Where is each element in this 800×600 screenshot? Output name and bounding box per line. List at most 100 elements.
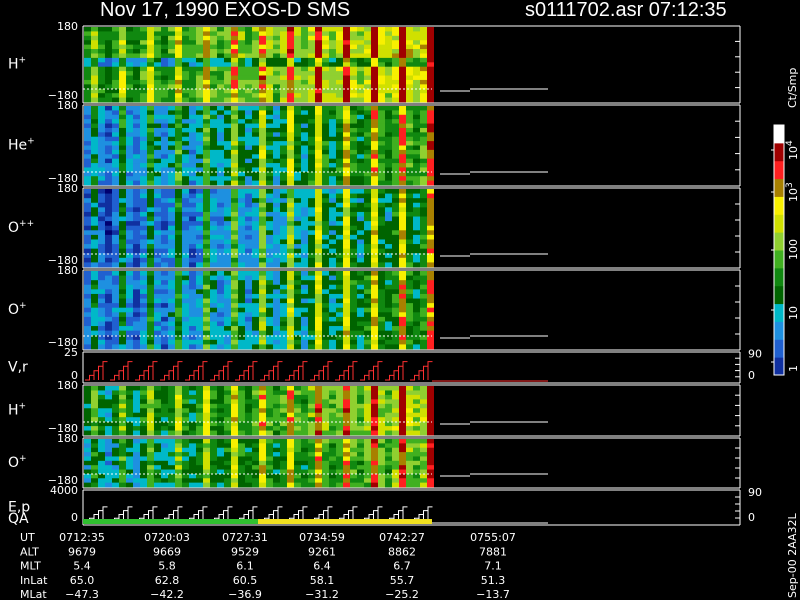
spectrogram-cell: [182, 456, 189, 462]
spectrogram-cell: [420, 326, 427, 332]
spectrogram-cell: [301, 97, 308, 103]
spectrogram-cell: [224, 35, 231, 41]
spectrogram-cell: [210, 248, 217, 254]
spectrogram-cell: [182, 316, 189, 322]
spectrogram-cell: [329, 473, 336, 479]
spectrogram-cell: [112, 221, 119, 227]
spectrogram-cell: [308, 114, 315, 120]
spectrogram-cell: [371, 390, 378, 396]
y-tick-label: 180: [57, 99, 78, 112]
spectrogram-cell: [385, 280, 392, 286]
footer-value: 55.7: [390, 574, 415, 587]
spectrogram-cell: [182, 312, 189, 318]
spectrogram-cell: [210, 110, 217, 116]
spectrogram-cell: [301, 106, 308, 111]
spectrogram-cell: [420, 71, 427, 76]
spectrogram-cell: [280, 339, 287, 345]
spectrogram-cell: [420, 275, 427, 281]
spectrogram-cell: [189, 84, 196, 90]
spectrogram-cell: [245, 248, 252, 254]
spectrogram-cell: [364, 163, 371, 168]
spectrogram-cell: [119, 53, 126, 59]
spectrogram-cell: [350, 386, 357, 391]
spectrogram-cell: [217, 110, 224, 116]
spectrogram-cell: [371, 417, 378, 423]
spectrogram-cell: [420, 284, 427, 290]
spectrogram-cell: [238, 303, 245, 309]
spectrogram-cell: [301, 49, 308, 54]
spectrogram-cell: [252, 149, 259, 155]
spectrogram-cell: [105, 136, 112, 142]
spectrogram-cell: [168, 417, 175, 423]
spectrogram-cell: [420, 127, 427, 133]
spectrogram-cell: [287, 225, 294, 231]
spectrogram-cell: [196, 221, 203, 227]
spectrogram-cell: [126, 335, 133, 341]
spectrogram-cell: [105, 307, 112, 313]
spectrogram-cell: [308, 284, 315, 290]
spectrogram-cell: [280, 280, 287, 286]
spectrogram-cell: [392, 307, 399, 313]
spectrogram-cell: [231, 298, 238, 304]
spectrogram-cell: [189, 280, 196, 286]
spectrogram-cell: [189, 158, 196, 164]
spectrogram-cell: [98, 478, 105, 484]
spectrogram-cell: [196, 211, 203, 217]
spectrogram-cell: [315, 307, 322, 313]
spectrogram-cell: [189, 275, 196, 281]
spectrogram-cell: [413, 478, 420, 484]
spectrogram-cell: [161, 465, 168, 470]
spectrogram-cell: [91, 321, 98, 327]
spectrogram-cell: [385, 465, 392, 470]
spectrogram-cell: [406, 193, 413, 199]
spectrogram-cell: [133, 221, 140, 227]
spectrogram-cell: [98, 216, 105, 222]
spectrogram-cell: [126, 141, 133, 146]
spectrogram-cell: [105, 211, 112, 217]
spectrogram-cell: [175, 335, 182, 341]
spectrogram-cell: [420, 289, 427, 295]
spectrogram-cell: [196, 439, 203, 444]
spectrogram-cell: [371, 225, 378, 231]
spectrogram-cell: [154, 171, 161, 177]
spectrogram-cell: [315, 253, 322, 259]
spectrogram-cell: [196, 399, 203, 405]
spectrogram-cell: [238, 202, 245, 208]
spectrogram-cell: [287, 447, 294, 453]
spectrogram-cell: [322, 344, 329, 350]
spectrogram-cell: [217, 176, 224, 182]
spectrogram-cell: [322, 123, 329, 129]
spectrogram-cell: [147, 53, 154, 59]
spectrogram-cell: [371, 271, 378, 276]
colorbar-tick-label: 1: [787, 365, 800, 372]
spectrogram-cell: [224, 75, 231, 81]
spectrogram-cell: [399, 248, 406, 254]
spectrogram-cell: [322, 321, 329, 327]
spectrogram-cell: [84, 326, 91, 332]
spectrogram-cell: [84, 127, 91, 133]
spectrogram-cell: [287, 62, 294, 68]
spectrogram-cell: [140, 456, 147, 462]
spectrogram-cell: [427, 394, 434, 400]
spectrogram-cell: [315, 417, 322, 423]
spectrogram-cell: [147, 114, 154, 120]
spectrogram-cell: [343, 284, 350, 290]
spectrogram-cell: [329, 430, 336, 436]
spectrogram-cell: [427, 88, 434, 94]
spectrogram-cell: [336, 145, 343, 151]
spectrogram-cell: [259, 84, 266, 90]
spectrogram-cell: [371, 412, 378, 418]
spectrogram-cell: [427, 31, 434, 37]
spectrogram-cell: [147, 154, 154, 160]
spectrogram-cell: [147, 248, 154, 254]
spectrogram-cell: [413, 390, 420, 396]
spectrogram-cell: [119, 335, 126, 341]
spectrogram-cell: [147, 141, 154, 146]
spectrogram-cell: [238, 44, 245, 50]
spectrogram-cell: [329, 280, 336, 286]
spectrogram-cell: [252, 408, 259, 414]
spectrogram-cell: [343, 40, 350, 46]
spectrogram-cell: [238, 171, 245, 177]
spectrogram-cell: [287, 154, 294, 160]
spectrogram-cell: [308, 49, 315, 54]
